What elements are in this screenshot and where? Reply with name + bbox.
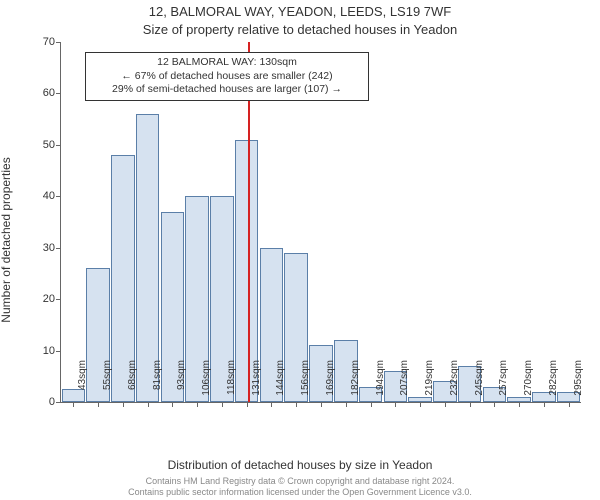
- xtick-label: 257sqm: [498, 360, 509, 410]
- ytick-label: 30: [25, 242, 55, 254]
- xtick-label: 295sqm: [573, 360, 584, 410]
- xtick-mark: [321, 402, 322, 407]
- xtick-mark: [494, 402, 495, 407]
- xtick-label: 93sqm: [176, 360, 187, 410]
- ytick-label: 50: [25, 139, 55, 151]
- xtick-mark: [222, 402, 223, 407]
- xtick-label: 282sqm: [548, 360, 559, 410]
- footer-line1: Contains HM Land Registry data © Crown c…: [0, 476, 600, 487]
- xtick-mark: [470, 402, 471, 407]
- annotation-box: 12 BALMORAL WAY: 130sqm ← 67% of detache…: [85, 52, 369, 101]
- xtick-label: 270sqm: [523, 360, 534, 410]
- ytick-mark: [56, 402, 61, 403]
- xtick-mark: [371, 402, 372, 407]
- xtick-mark: [271, 402, 272, 407]
- xtick-mark: [544, 402, 545, 407]
- xtick-mark: [172, 402, 173, 407]
- xtick-label: 207sqm: [399, 360, 410, 410]
- footer-attribution: Contains HM Land Registry data © Crown c…: [0, 476, 600, 498]
- chart-container: 12, BALMORAL WAY, YEADON, LEEDS, LS19 7W…: [0, 0, 600, 500]
- xtick-mark: [569, 402, 570, 407]
- annotation-line2: ← 67% of detached houses are smaller (24…: [92, 70, 362, 84]
- xtick-mark: [420, 402, 421, 407]
- xtick-mark: [148, 402, 149, 407]
- xtick-mark: [98, 402, 99, 407]
- xtick-label: 219sqm: [424, 360, 435, 410]
- x-axis-label: Distribution of detached houses by size …: [0, 458, 600, 472]
- xtick-label: 182sqm: [350, 360, 361, 410]
- ytick-label: 70: [25, 36, 55, 48]
- annotation-line1: 12 BALMORAL WAY: 130sqm: [92, 56, 362, 70]
- xtick-label: 43sqm: [77, 360, 88, 410]
- xtick-label: 106sqm: [201, 360, 212, 410]
- xtick-mark: [395, 402, 396, 407]
- ytick-label: 40: [25, 190, 55, 202]
- annotation-line3: 29% of semi-detached houses are larger (…: [92, 83, 362, 97]
- xtick-mark: [197, 402, 198, 407]
- xtick-label: 245sqm: [474, 360, 485, 410]
- xtick-label: 156sqm: [300, 360, 311, 410]
- y-axis-label: Number of detached properties: [0, 157, 13, 322]
- xtick-label: 81sqm: [152, 360, 163, 410]
- ytick-label: 10: [25, 345, 55, 357]
- footer-line2: Contains public sector information licen…: [0, 487, 600, 498]
- xtick-mark: [73, 402, 74, 407]
- xtick-mark: [346, 402, 347, 407]
- xtick-label: 131sqm: [251, 360, 262, 410]
- xtick-mark: [519, 402, 520, 407]
- xtick-mark: [296, 402, 297, 407]
- xtick-label: 169sqm: [325, 360, 336, 410]
- ytick-label: 20: [25, 293, 55, 305]
- xtick-label: 55sqm: [102, 360, 113, 410]
- xtick-label: 232sqm: [449, 360, 460, 410]
- chart-title: 12, BALMORAL WAY, YEADON, LEEDS, LS19 7W…: [0, 4, 600, 19]
- xtick-mark: [445, 402, 446, 407]
- ytick-label: 60: [25, 87, 55, 99]
- xtick-mark: [123, 402, 124, 407]
- xtick-label: 118sqm: [226, 360, 237, 410]
- xtick-mark: [247, 402, 248, 407]
- xtick-label: 144sqm: [275, 360, 286, 410]
- chart-subtitle: Size of property relative to detached ho…: [0, 22, 600, 37]
- xtick-label: 68sqm: [127, 360, 138, 410]
- xtick-label: 194sqm: [375, 360, 386, 410]
- ytick-label: 0: [25, 396, 55, 408]
